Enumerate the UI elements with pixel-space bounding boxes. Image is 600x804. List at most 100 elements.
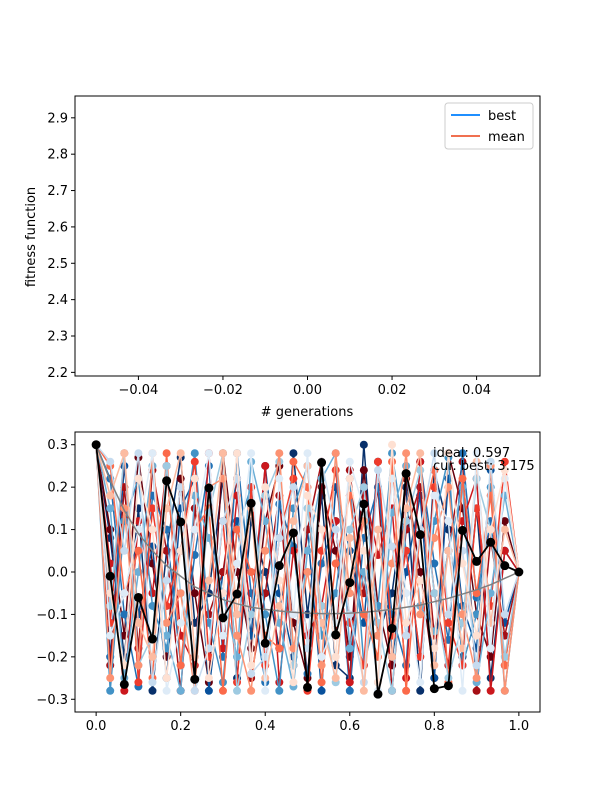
population-blue-point	[345, 686, 354, 695]
population-red-point	[500, 466, 509, 475]
population-red-point	[233, 631, 242, 640]
best-curve-point	[274, 561, 284, 571]
population-blue-point	[120, 517, 129, 526]
best-curve-point	[176, 517, 186, 527]
best-curve-point	[288, 528, 298, 538]
population-blue-point	[303, 449, 312, 458]
population-blue-point	[190, 525, 199, 534]
population-blue-point	[204, 686, 213, 695]
solution-lines	[91, 440, 524, 699]
fitness-x-axis-label: # generations	[261, 405, 354, 420]
population-red-point	[261, 546, 270, 555]
population-red-point	[275, 644, 284, 653]
population-blue-point	[148, 678, 157, 687]
population-red-point	[345, 678, 354, 687]
population-red-point	[430, 534, 439, 543]
best-curve-point	[359, 499, 369, 509]
fitness-x-tick-label: 0.00	[293, 383, 322, 398]
best-curve-point	[218, 613, 228, 623]
population-red-point	[402, 686, 411, 695]
population-blue-point	[275, 474, 284, 483]
annotation-ideal: ideal: 0.597	[433, 446, 510, 461]
best-curve-point	[345, 578, 355, 588]
best-curve-point	[162, 476, 172, 486]
population-blue-point	[275, 686, 284, 695]
population-blue-point	[218, 517, 227, 526]
best-curve-point	[147, 634, 157, 644]
population-blue-point	[317, 686, 326, 695]
population-blue-point	[289, 449, 298, 458]
best-curve-point	[91, 440, 101, 450]
fitness-x-tick-label: 0.04	[462, 383, 491, 398]
population-blue-point	[331, 525, 340, 534]
population-blue-point	[345, 457, 354, 466]
ideal-curve-line	[95, 444, 520, 615]
population-red-point	[416, 449, 425, 458]
population-blue-point	[233, 686, 242, 695]
population-red-point	[373, 525, 382, 534]
population-red-point	[289, 457, 298, 466]
population-red-point	[388, 457, 397, 466]
population-red-point	[106, 674, 115, 683]
population-blue-point	[120, 610, 129, 619]
population-red-point	[500, 517, 509, 526]
population-red-point	[162, 449, 171, 458]
population-blue-point	[486, 457, 495, 466]
population-red-point	[247, 568, 256, 576]
population-red-point	[373, 457, 382, 466]
population-blue-point	[430, 589, 439, 598]
population-red-point	[388, 652, 397, 661]
solution-chart: 0.0 0.2 0.4 0.6 0.8 1.0 −0.3 −0.2 −0.1 0.0 0.1 0.2…	[36, 431, 541, 734]
best-curve-point	[246, 498, 256, 508]
population-red-point	[134, 618, 143, 627]
population-red-point	[218, 686, 227, 695]
population-blue-point	[106, 686, 115, 695]
population-blue-point	[402, 461, 411, 470]
population-red-point	[500, 546, 509, 555]
population-red-point	[345, 534, 354, 543]
population-blue-point	[458, 449, 467, 458]
fitness-chart: −0.04 −0.02 0.00 0.02 0.04 2.22.32.42.52.62.…	[24, 95, 541, 420]
population-red-point	[359, 546, 368, 555]
population-red-point	[500, 457, 509, 466]
population-red-point	[472, 674, 481, 683]
best-curve-point	[317, 458, 327, 468]
best-curve-point	[486, 537, 496, 547]
best-curve-point	[204, 483, 214, 493]
solution-y-tick-label: 0.0	[47, 566, 68, 581]
population-blue-point	[247, 449, 256, 458]
population-red-point	[458, 474, 467, 483]
population-blue-point	[261, 686, 270, 695]
population-red-point	[430, 644, 439, 653]
population-red-point	[486, 525, 495, 534]
population-red-point	[472, 631, 481, 640]
population-red-point	[331, 466, 340, 475]
population-blue-point	[176, 686, 185, 695]
population-blue-point	[345, 525, 354, 534]
best-curve-point	[500, 561, 510, 571]
population-red-point	[472, 589, 481, 598]
population-red-point	[247, 661, 256, 670]
population-red-point	[204, 674, 213, 683]
population-red-point	[402, 618, 411, 627]
population-red-point	[148, 525, 157, 534]
population-red-point	[261, 483, 270, 492]
fitness-x-tick-label: −0.04	[118, 383, 158, 398]
solution-x-tick-label: 0.0	[86, 719, 107, 734]
population-red-point	[444, 618, 453, 627]
population-red-point	[134, 474, 143, 483]
population-red-point	[233, 525, 242, 534]
legend: best mean	[444, 102, 534, 150]
solution-y-tick-label: 0.3	[47, 438, 68, 453]
best-curve-point	[401, 469, 411, 479]
best-curve-point	[119, 679, 129, 689]
population-blue-point	[416, 678, 425, 687]
best-curve-point	[472, 556, 482, 566]
population-red-point	[120, 449, 129, 458]
best-curve-point	[373, 689, 383, 699]
population-blue-point	[402, 631, 411, 640]
population-red-point	[500, 525, 509, 534]
population-blue-point	[204, 449, 213, 458]
population-blue-point	[402, 517, 411, 526]
